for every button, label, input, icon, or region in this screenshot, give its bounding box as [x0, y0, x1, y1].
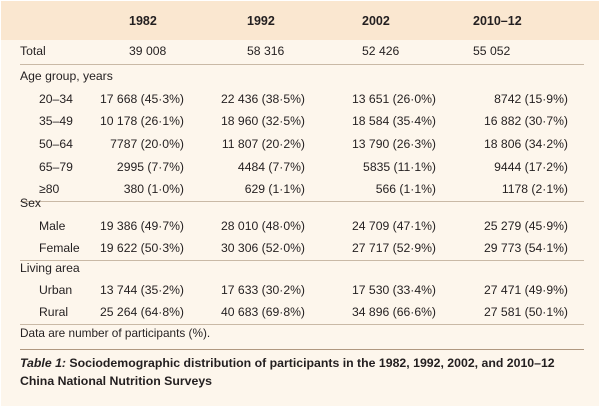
row-label: ≥80: [39, 182, 60, 196]
table-header-row: 1982 1992 2002 2010–12: [1, 9, 599, 33]
cell-2010-12: 27 581 (50·1%): [483, 305, 568, 319]
cell-1982: 380 (1·0%): [123, 182, 184, 196]
cell-1982: 19 622 (50·3%): [99, 241, 184, 255]
cell-2010-12: 16 882 (30·7%): [483, 114, 568, 128]
cell-1992: 11 807 (20·2%): [221, 137, 305, 151]
table-footnote: Data are number of participants (%).: [20, 326, 211, 340]
cell-2002: 34 896 (66·6%): [351, 305, 436, 319]
cell-2002: 24 709 (47·1%): [351, 219, 436, 233]
column-header-1992: 1992: [247, 14, 275, 28]
cell-1982: 2995 (7·7%): [116, 160, 184, 174]
table-row: 65–79 2995 (7·7%) 4484 (7·7%) 5835 (11·1…: [1, 155, 599, 179]
cell-2010-12: 55 052: [473, 44, 511, 58]
cell-1982: 17 668 (45·3%): [99, 92, 184, 106]
row-label: Urban: [39, 283, 73, 297]
section-divider: [20, 260, 584, 261]
cell-2010-12: 25 279 (45·9%): [483, 219, 568, 233]
section-title-sex: Sex: [20, 196, 42, 210]
cell-2002: 5835 (11·1%): [363, 160, 436, 174]
table-header-band: [1, 1, 599, 40]
section-divider: [20, 64, 584, 65]
section-title-row: Sex: [1, 191, 599, 215]
cell-1992: 629 (1·1%): [244, 182, 305, 196]
cell-1992: 17 633 (30·2%): [220, 283, 305, 297]
section-title-living-area: Living area: [20, 261, 80, 275]
cell-1982: 10 178 (26·1%): [99, 114, 184, 128]
cell-2002: 27 717 (52·9%): [351, 241, 436, 255]
cell-1992: 30 306 (52·0%): [220, 241, 305, 255]
section-title-age: Age group, years: [20, 69, 113, 83]
caption-label: Table 1:: [20, 356, 67, 370]
table-row: Rural 25 264 (64·8%) 40 683 (69·8%) 34 8…: [1, 300, 599, 324]
row-label: 35–49: [39, 114, 73, 128]
cell-2010-12: 29 773 (54·1%): [483, 241, 568, 255]
cell-2010-12: 8742 (15·9%): [494, 92, 568, 106]
row-label: Rural: [39, 305, 69, 319]
column-header-2002: 2002: [362, 14, 390, 28]
row-label: 65–79: [39, 160, 73, 174]
cell-2002: 17 530 (33·4%): [351, 283, 436, 297]
row-label: Total: [20, 44, 46, 58]
section-divider: [20, 201, 584, 202]
table-row: Male 19 386 (49·7%) 28 010 (48·0%) 24 70…: [1, 214, 599, 238]
table-caption: Table 1: Sociodemographic distribution o…: [20, 354, 580, 390]
table-row-total: Total 39 008 58 316 52 426 55 052: [1, 39, 599, 63]
cell-1992: 58 316: [247, 44, 285, 58]
cell-2010-12: 18 806 (34·2%): [483, 137, 568, 151]
cell-2010-12: 27 471 (49·9%): [483, 283, 568, 297]
cell-2010-12: 1178 (2·1%): [501, 182, 568, 196]
cell-1992: 18 960 (32·5%): [220, 114, 305, 128]
cell-2002: 566 (1·1%): [375, 182, 436, 196]
cell-1982: 7787 (20·0%): [110, 137, 184, 151]
table-bottom-rule: [20, 324, 584, 325]
table-row: 20–34 17 668 (45·3%) 22 436 (38·5%) 13 6…: [1, 87, 599, 111]
table-row: Female 19 622 (50·3%) 30 306 (52·0%) 27 …: [1, 236, 599, 260]
row-label: Female: [39, 241, 80, 255]
cell-2002: 52 426: [362, 44, 400, 58]
cell-1982: 19 386 (49·7%): [99, 219, 184, 233]
cell-1992: 22 436 (38·5%): [220, 92, 305, 106]
cell-1982: 39 008: [129, 44, 167, 58]
table-row: 50–64 7787 (20·0%) 11 807 (20·2%) 13 790…: [1, 132, 599, 156]
cell-1982: 13 744 (35·2%): [99, 283, 184, 297]
table-row: 35–49 10 178 (26·1%) 18 960 (32·5%) 18 5…: [1, 109, 599, 133]
cell-2002: 13 790 (26·3%): [351, 137, 436, 151]
cell-1992: 28 010 (48·0%): [220, 219, 305, 233]
table-row: Urban 13 744 (35·2%) 17 633 (30·2%) 17 5…: [1, 278, 599, 302]
section-title-row: Age group, years: [1, 64, 599, 88]
cell-1992: 40 683 (69·8%): [220, 305, 305, 319]
table-row: ≥80 380 (1·0%) 629 (1·1%) 566 (1·1%) 117…: [1, 177, 599, 201]
column-header-1982: 1982: [129, 14, 157, 28]
cell-1982: 25 264 (64·8%): [99, 305, 184, 319]
row-label: Male: [39, 219, 66, 233]
row-label: 20–34: [39, 92, 73, 106]
cell-2010-12: 9444 (17·2%): [494, 160, 568, 174]
cell-1992: 4484 (7·7%): [237, 160, 305, 174]
row-label: 50–64: [39, 137, 73, 151]
cell-2002: 18 584 (35·4%): [351, 114, 436, 128]
cell-2002: 13 651 (26·0%): [351, 92, 436, 106]
section-title-row: Living area: [1, 256, 599, 280]
column-header-2010-12: 2010–12: [473, 14, 522, 28]
caption-text: Sociodemographic distribution of partici…: [20, 356, 555, 388]
caption-divider: [20, 349, 584, 350]
